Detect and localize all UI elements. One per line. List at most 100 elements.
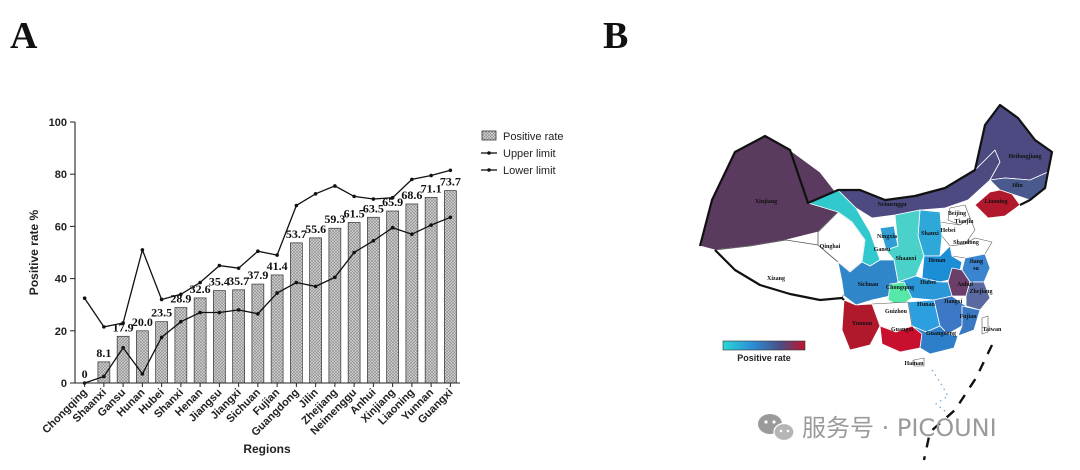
map-label-zhejiang: Zhejiang (969, 289, 992, 295)
data-label-henan: 32.6 (190, 282, 211, 296)
point-upper-limit-henan (198, 280, 202, 285)
map-label-fujian: Fujian (959, 314, 977, 320)
bar-jiangsu (213, 290, 226, 384)
map-label-henan: Henan (928, 258, 946, 264)
map-label-neimenggu: Neimenggu (878, 202, 908, 208)
data-label-shaanxi: 8.1 (96, 346, 111, 360)
point-lower-limit-zhejiang (333, 275, 337, 280)
china-map: Xinjiang Xizang Qinghai Gansu Neimenggu Heilo… (698, 103, 1054, 461)
map-label-xizang: Xizang (767, 276, 785, 282)
point-upper-limit-shanxi (179, 292, 183, 297)
data-label-guangxi: 73.7 (440, 175, 461, 189)
border-outline-south (714, 249, 845, 302)
y-tick-label: 100 (49, 117, 67, 129)
legend-label-upper-limit: Upper limit (503, 148, 556, 160)
point-upper-limit-yunnan (429, 173, 433, 178)
point-upper-limit-neimenggu (352, 194, 356, 199)
watermark: 服务号 · PICOUNI (758, 414, 997, 442)
point-lower-limit-henan (198, 310, 202, 315)
map-label-hebei: Hebei (941, 228, 956, 234)
data-label-shanxi: 28.9 (170, 292, 191, 306)
point-upper-limit-jiangxi (236, 266, 241, 270)
map-label-jiangxi: Jiangxi (944, 299, 963, 305)
line-upper-limit (84, 169, 451, 328)
legend-marker-upper-limit (487, 151, 491, 155)
bar-henan (193, 297, 207, 384)
map-label-tianjin: Tianjin (955, 219, 975, 225)
point-lower-limit-gansu (121, 345, 125, 350)
point-upper-limit-gansu (121, 321, 125, 325)
region-fujian (957, 305, 981, 337)
point-lower-limit-yunnan (429, 223, 433, 227)
map-label-yunnan: Yunnan (852, 321, 873, 327)
point-lower-limit-jilin (313, 284, 318, 289)
map-label-hainan: Hainan (904, 361, 924, 367)
region-yunnan (841, 299, 881, 351)
map-labels: Xinjiang Xizang Qinghai Gansu Neimenggu Heilo… (755, 154, 1042, 367)
point-upper-limit-jilin (313, 191, 318, 196)
y-tick-label: 0 (61, 378, 67, 390)
point-upper-limit-guangdong (294, 203, 299, 208)
map-label-guangdong: Guangdong (926, 331, 956, 337)
data-label-fujian: 41.4 (267, 259, 288, 273)
point-lower-limit-jiangxi (236, 308, 241, 312)
region-guangdong (911, 325, 959, 355)
colorbar (722, 340, 806, 351)
point-upper-limit-anhui (371, 197, 376, 201)
point-lower-limit-jiangsu (217, 310, 222, 315)
point-upper-limit-chongqing (82, 296, 87, 300)
region-liaoning (974, 189, 1021, 219)
map-label-liaoning: Liaoning (984, 199, 1007, 205)
map-label-sichuan: Sichuan (858, 282, 879, 288)
point-upper-limit-sichuan (256, 249, 260, 253)
region-hainan (913, 357, 925, 367)
data-label-hubei: 23.5 (151, 306, 172, 320)
map-label-jilin: Jilin (1011, 183, 1023, 189)
point-upper-limit-shaanxi (102, 325, 106, 329)
bar-gansu (116, 335, 130, 384)
point-upper-limit-zhejiang (333, 184, 337, 188)
data-label-xinjiang: 65.9 (382, 195, 403, 209)
y-tick-label: 60 (55, 221, 67, 233)
bar-shanxi (174, 307, 188, 384)
y-tick-label: 80 (55, 169, 67, 181)
map-label-beijing: Beijing (948, 211, 966, 217)
bar-liaoning (405, 203, 419, 384)
data-label-neimenggu: 61.5 (344, 206, 365, 220)
data-label-liaoning: 68.6 (401, 188, 422, 202)
map-label-jiangsu: Jiang su (969, 259, 983, 272)
data-label-jiangsu: 35.4 (209, 275, 230, 289)
data-label-yunnan: 71.1 (421, 181, 442, 195)
panel-b-letter: B (603, 15, 628, 57)
point-lower-limit-sichuan (256, 312, 260, 316)
data-label-sichuan: 37.9 (247, 268, 268, 282)
point-upper-limit-liaoning (410, 177, 414, 182)
legend-label-positive-rate: Positive rate (503, 131, 564, 143)
data-label-zhejiang: 59.3 (324, 212, 345, 226)
map-label-hunan: Hunan (917, 302, 935, 308)
point-upper-limit-xinjiang (390, 195, 395, 200)
bar-neimenggu (347, 222, 361, 384)
y-tick-label: 20 (55, 326, 67, 338)
point-lower-limit-liaoning (410, 232, 414, 237)
point-lower-limit-shanxi (179, 319, 183, 324)
map-label-taiwan: Taiwan (983, 327, 1002, 333)
positive-rate-chart: 0 8.117.920.023.528.932.635.435.737.941.4… (27, 117, 564, 456)
map-label-ningxia: Ningxia (877, 234, 897, 240)
region-taiwan (981, 315, 989, 335)
watermark-text: 服务号 · PICOUNI (802, 414, 997, 442)
wechat-icon (758, 414, 795, 442)
data-label-guangdong: 53.7 (286, 227, 307, 241)
map-label-guangxi: Guangxi (891, 327, 913, 333)
bar-shaanxi (97, 361, 111, 384)
bar-zhejiang (328, 227, 342, 384)
point-lower-limit-hunan (140, 372, 145, 376)
point-lower-limit-anhui (371, 238, 376, 243)
data-label-hunan: 20.0 (132, 315, 153, 329)
legend-swatch-positive-rate (481, 130, 497, 141)
panel-a-letter: A (10, 15, 38, 57)
bar-hubei (155, 321, 168, 384)
map-label-heilongjiang: Heilongjiang (1008, 154, 1041, 160)
map-label-shandong: Shandong (953, 240, 979, 246)
